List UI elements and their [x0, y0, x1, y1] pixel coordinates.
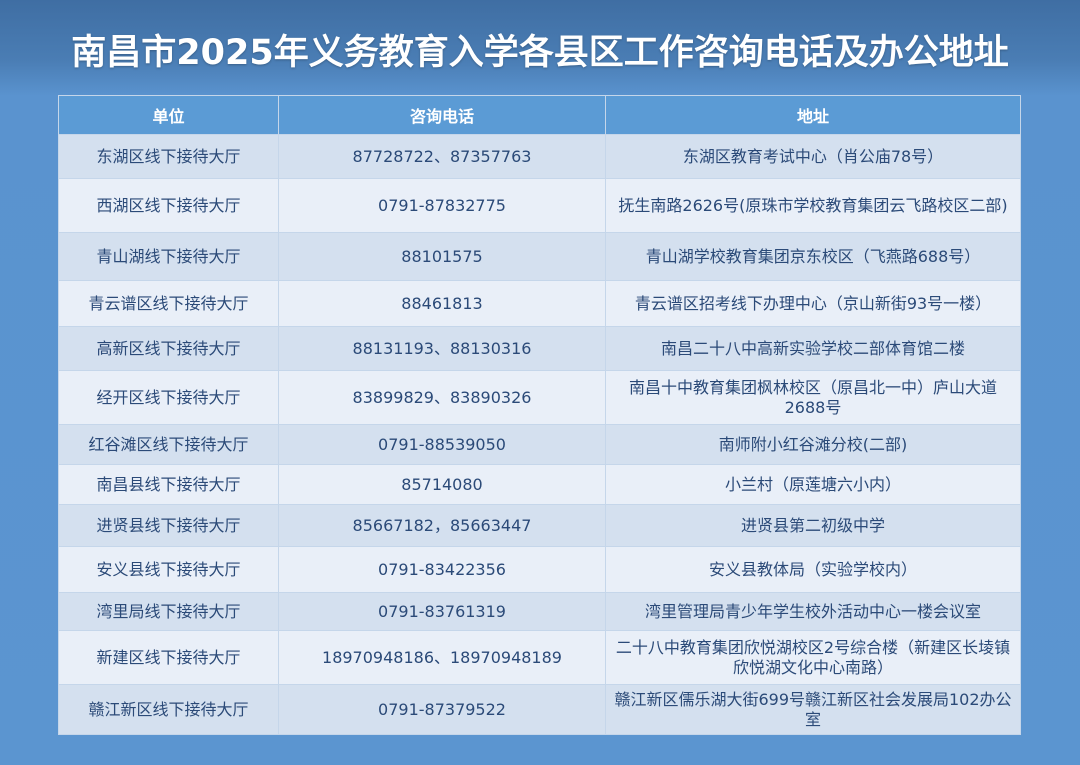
address-cell: 东湖区教育考试中心（肖公庙78号） [605, 134, 1021, 179]
unit-cell: 红谷滩区线下接待大厅 [58, 424, 279, 465]
unit-cell: 进贤县线下接待大厅 [58, 504, 279, 547]
phone-cell: 83899829、83890326 [278, 370, 606, 425]
unit-cell: 青云谱区线下接待大厅 [58, 280, 279, 327]
table-row: 红谷滩区线下接待大厅 0791-88539050 南师附小红谷滩分校(二部) [58, 424, 1021, 465]
contact-table: 单位 咨询电话 地址 东湖区线下接待大厅 87728722、87357763 东湖区… [58, 95, 1021, 735]
unit-cell: 新建区线下接待大厅 [58, 630, 279, 685]
column-header-phone: 咨询电话 [278, 95, 606, 135]
table-header-row: 单位 咨询电话 地址 [58, 95, 1021, 135]
unit-cell: 西湖区线下接待大厅 [58, 178, 279, 233]
address-cell: 青云谱区招考线下办理中心（京山新街93号一楼） [605, 280, 1021, 327]
table-row: 安义县线下接待大厅 0791-83422356 安义县教体局（实验学校内） [58, 546, 1021, 593]
phone-cell: 85667182，85663447 [278, 504, 606, 547]
table-row: 新建区线下接待大厅 18970948186、18970948189 二十八中教育集团… [58, 630, 1021, 685]
address-cell: 小兰村（原莲塘六小内） [605, 464, 1021, 505]
table-row: 经开区线下接待大厅 83899829、83890326 南昌十中教育集团枫林校区（原… [58, 370, 1021, 425]
unit-cell: 安义县线下接待大厅 [58, 546, 279, 593]
address-cell: 二十八中教育集团欣悦湖校区2号综合楼（新建区长堎镇欣悦湖文化中心南路） [605, 630, 1021, 685]
table-row: 西湖区线下接待大厅 0791-87832775 抚生南路2626号(原珠市学校教育集… [58, 178, 1021, 233]
address-cell: 安义县教体局（实验学校内） [605, 546, 1021, 593]
table-row: 东湖区线下接待大厅 87728722、87357763 东湖区教育考试中心（肖公庙7… [58, 134, 1021, 179]
table-row: 青山湖线下接待大厅 88101575 青山湖学校教育集团京东校区（飞燕路688号） [58, 232, 1021, 281]
phone-cell: 0791-87832775 [278, 178, 606, 233]
table-row: 进贤县线下接待大厅 85667182，85663447 进贤县第二初级中学 [58, 504, 1021, 547]
table-row: 湾里局线下接待大厅 0791-83761319 湾里管理局青少年学生校外活动中心一楼… [58, 592, 1021, 631]
unit-cell: 青山湖线下接待大厅 [58, 232, 279, 281]
table-row: 赣江新区线下接待大厅 0791-87379522 赣江新区儒乐湖大街699号赣江新区… [58, 684, 1021, 735]
phone-cell: 88461813 [278, 280, 606, 327]
phone-cell: 88101575 [278, 232, 606, 281]
phone-cell: 88131193、88130316 [278, 326, 606, 371]
column-header-address: 地址 [605, 95, 1021, 135]
page-title: 南昌市2025年义务教育入学各县区工作咨询电话及办公地址 [71, 33, 1009, 73]
address-cell: 赣江新区儒乐湖大街699号赣江新区社会发展局102办公室 [605, 684, 1021, 735]
address-cell: 南昌二十八中高新实验学校二部体育馆二楼 [605, 326, 1021, 371]
address-cell: 青山湖学校教育集团京东校区（飞燕路688号） [605, 232, 1021, 281]
phone-cell: 87728722、87357763 [278, 134, 606, 179]
phone-cell: 0791-87379522 [278, 684, 606, 735]
unit-cell: 湾里局线下接待大厅 [58, 592, 279, 631]
phone-cell: 18970948186、18970948189 [278, 630, 606, 685]
address-cell: 进贤县第二初级中学 [605, 504, 1021, 547]
phone-cell: 0791-83761319 [278, 592, 606, 631]
address-cell: 湾里管理局青少年学生校外活动中心一楼会议室 [605, 592, 1021, 631]
unit-cell: 南昌县线下接待大厅 [58, 464, 279, 505]
unit-cell: 经开区线下接待大厅 [58, 370, 279, 425]
unit-cell: 赣江新区线下接待大厅 [58, 684, 279, 735]
table-row: 高新区线下接待大厅 88131193、88130316 南昌二十八中高新实验学校二部… [58, 326, 1021, 371]
unit-cell: 东湖区线下接待大厅 [58, 134, 279, 179]
phone-cell: 0791-88539050 [278, 424, 606, 465]
address-cell: 南昌十中教育集团枫林校区（原昌北一中）庐山大道2688号 [605, 370, 1021, 425]
address-cell: 南师附小红谷滩分校(二部) [605, 424, 1021, 465]
table-row: 南昌县线下接待大厅 85714080 小兰村（原莲塘六小内） [58, 464, 1021, 505]
phone-cell: 0791-83422356 [278, 546, 606, 593]
address-cell: 抚生南路2626号(原珠市学校教育集团云飞路校区二部) [605, 178, 1021, 233]
phone-cell: 85714080 [278, 464, 606, 505]
table-row: 青云谱区线下接待大厅 88461813 青云谱区招考线下办理中心（京山新街93号一楼… [58, 280, 1021, 327]
column-header-unit: 单位 [58, 95, 279, 135]
unit-cell: 高新区线下接待大厅 [58, 326, 279, 371]
